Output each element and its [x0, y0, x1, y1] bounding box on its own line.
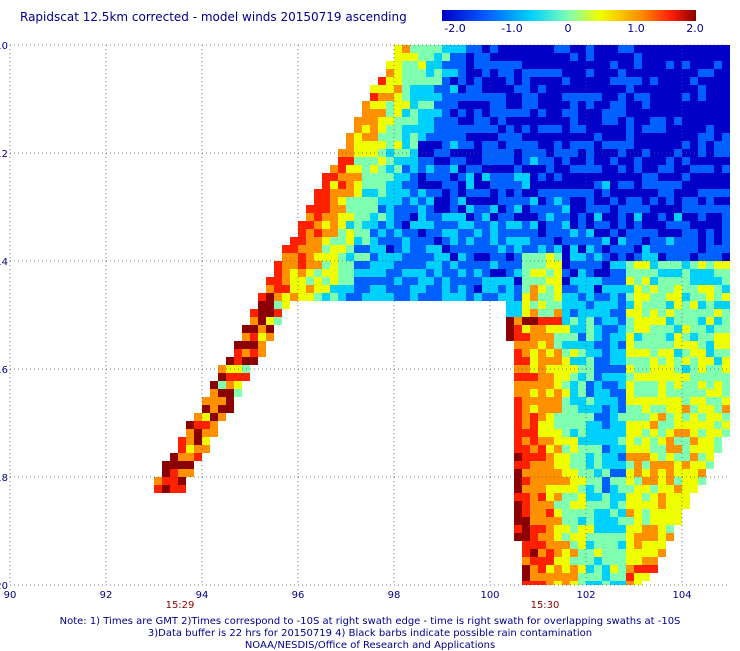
- note-line-2: 3)Data buffer is 22 hrs for 20150719 4) …: [147, 628, 593, 639]
- colorbar-tick-label: 0: [565, 22, 572, 35]
- longitude-labels: 90 92 94 96 98 100 102 104: [4, 590, 692, 601]
- colorbar-tick-label: 2.0: [686, 22, 704, 35]
- note-line-3: NOAA/NESDIS/Office of Research and Appli…: [244, 640, 496, 651]
- colorbar-tick-label: -2.0: [444, 22, 465, 35]
- longitude-tick-label: 104: [672, 590, 691, 601]
- time-label-1530: 15:30: [531, 600, 560, 611]
- latitude-tick-label: -10: [0, 41, 8, 52]
- longitude-tick-label: 92: [100, 590, 113, 601]
- map-title: Rapidscat 12.5km corrected - model winds…: [20, 10, 407, 24]
- longitude-tick-label: 98: [388, 590, 401, 601]
- colorbar: [442, 10, 696, 21]
- longitude-tick-label: 96: [292, 590, 305, 601]
- wind-swath: [154, 45, 730, 585]
- latitude-tick-label: -18: [0, 473, 8, 484]
- longitude-tick-label: 90: [4, 590, 17, 601]
- colorbar-tick-label: 1.0: [627, 22, 645, 35]
- time-label-1529: 15:29: [166, 600, 195, 611]
- note-line-1: Note: 1) Times are GMT 2)Times correspon…: [59, 616, 681, 627]
- colorbar-tick-label: -1.0: [501, 22, 522, 35]
- latitude-tick-label: -12: [0, 149, 8, 160]
- latitude-labels: -10 -12 -14 -16 -18 -20: [0, 41, 8, 592]
- colorbar-labels: -2.0 -1.0 0 1.0 2.0: [444, 22, 703, 35]
- longitude-tick-label: 102: [576, 590, 595, 601]
- lat-lon-grid: [9, 44, 730, 586]
- latitude-tick-label: -16: [0, 365, 8, 376]
- longitude-tick-label: 100: [480, 590, 499, 601]
- latitude-tick-label: -14: [0, 257, 8, 268]
- longitude-tick-label: 94: [196, 590, 209, 601]
- latitude-tick-label: -20: [0, 581, 8, 592]
